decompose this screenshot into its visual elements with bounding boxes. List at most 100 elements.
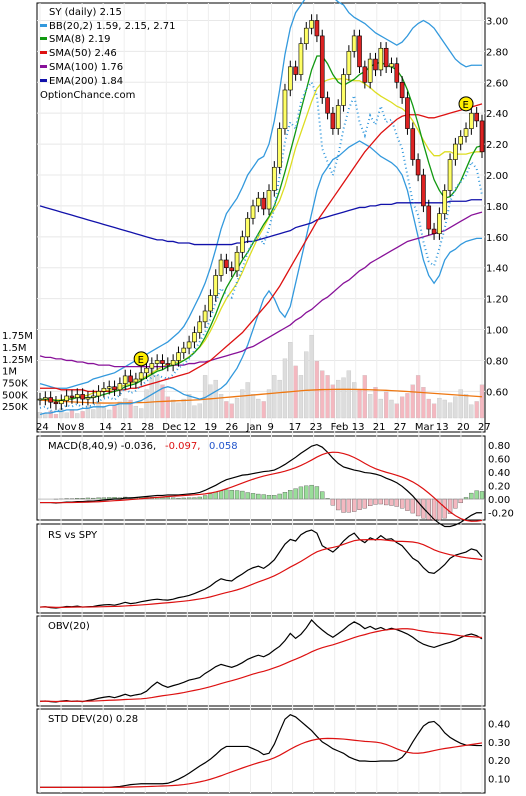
candle-body: [112, 386, 117, 391]
macd-histogram-bar: [250, 493, 256, 500]
candle-body: [437, 213, 442, 235]
volume-bar: [431, 403, 437, 419]
x-tick-label: 19: [204, 422, 217, 433]
volume-bar: [410, 384, 415, 419]
legend-swatch-sma100: [40, 65, 47, 68]
volume-bar: [437, 397, 442, 419]
candle-body: [202, 310, 208, 323]
volume-bar: [192, 405, 197, 419]
candle-body: [479, 120, 485, 153]
x-tick-label: 8: [78, 422, 84, 433]
volume-bar: [53, 414, 59, 419]
volume-bar: [394, 403, 399, 419]
legend-ema200: EMA(200) 1.84: [49, 76, 123, 87]
candle-body: [128, 375, 133, 383]
volume-bar: [234, 397, 240, 419]
macd-histogram-bar: [245, 492, 250, 500]
candle-body: [96, 391, 101, 397]
volume-bar: [165, 396, 170, 419]
volume-bar: [341, 377, 346, 419]
x-tick-label: 13: [436, 422, 449, 433]
macd-histogram-bar: [298, 486, 304, 500]
volume-bar: [346, 370, 352, 419]
price-tick-label: 0.80: [486, 356, 508, 367]
price-tick-label: 2.80: [486, 47, 508, 58]
candle-body: [474, 112, 479, 122]
macd-tick-label: 0.20: [488, 481, 510, 492]
volume-bar: [383, 391, 389, 419]
macd-panel-frame: [36, 435, 486, 521]
candle-body: [192, 332, 197, 343]
candle-body: [74, 394, 80, 398]
candle-body: [405, 97, 410, 129]
volume-bar: [362, 375, 367, 419]
candle-body: [250, 205, 256, 219]
price-candles: EE: [37, 14, 485, 410]
candle-body: [85, 397, 91, 400]
macd-histogram-bar: [240, 490, 245, 500]
candle-body: [319, 35, 325, 99]
candle-body: [272, 166, 277, 191]
macd-histogram-bar: [383, 498, 389, 506]
candle-body: [346, 51, 352, 75]
volume-bar: [330, 384, 336, 419]
candle-body: [410, 128, 416, 160]
candle-body: [69, 395, 75, 398]
x-tick-label: 14: [99, 422, 112, 433]
candle-body: [261, 197, 266, 210]
obv-line: [39, 619, 483, 703]
volume-bar: [288, 342, 293, 419]
candle-body: [309, 20, 314, 29]
volume-bar: [85, 405, 91, 419]
candle-body: [431, 228, 437, 235]
volume-bar: [325, 375, 330, 419]
volume-bar: [133, 406, 139, 419]
volume-bar: [304, 351, 309, 419]
candle-body: [213, 275, 219, 296]
legend-sma100: SMA(100) 1.76: [49, 62, 123, 73]
earnings-marker-label: E: [463, 100, 469, 111]
volume-bar: [107, 409, 112, 419]
candle-body: [170, 360, 176, 366]
price-tick-label: 2.20: [486, 140, 508, 151]
macd-hist-value: 0.058: [209, 441, 238, 452]
macd-histogram-bar: [256, 493, 261, 500]
volume-bar: [229, 403, 234, 419]
candle-body: [224, 259, 229, 269]
volume-bar: [474, 401, 479, 419]
candle-body: [357, 35, 362, 68]
volume-bar: [155, 375, 160, 419]
volume-bar: [442, 399, 447, 419]
trailing-stop-dots: [39, 80, 483, 413]
candle-body: [341, 74, 346, 106]
macd-histogram-bar: [218, 490, 224, 500]
sma50-line: [40, 103, 483, 393]
stddev-tick-label: 0.20: [488, 756, 510, 767]
volume-bar: [208, 384, 213, 419]
macd-label: MACD(8,40,9) -0.036,: [48, 441, 156, 452]
macd-histogram-bar: [229, 489, 234, 500]
macd-histogram-bar: [346, 498, 352, 513]
macd-histogram-bar: [362, 498, 367, 509]
volume-bar: [336, 379, 341, 419]
volume-bar: [75, 413, 80, 419]
volume-bar: [176, 402, 181, 419]
volume-bar: [245, 382, 250, 419]
x-tick-label: 21: [373, 422, 386, 433]
macd-histogram-bar: [405, 498, 410, 511]
volume-bar: [368, 394, 373, 419]
volume-bar: [415, 375, 421, 419]
price-tick-label: 2.40: [486, 109, 508, 120]
candle-body: [144, 367, 149, 374]
macd-histogram-bar: [234, 490, 240, 500]
earnings-marker: [133, 351, 149, 367]
macd-histogram-bar: [458, 498, 463, 504]
stddev-panel-frame: [36, 708, 486, 794]
price-tick-label: 1.80: [486, 202, 508, 213]
volume-tick-label: 750K: [2, 378, 28, 389]
candle-body: [181, 347, 187, 354]
macd-histogram-bar: [357, 498, 362, 510]
candle-body: [43, 397, 48, 400]
macd-histogram-bar: [368, 498, 373, 507]
